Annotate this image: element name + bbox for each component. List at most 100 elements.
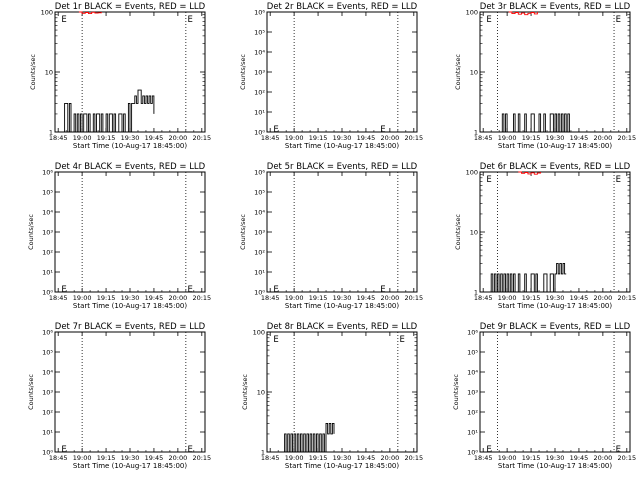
y-tick-label: 10¹ — [254, 269, 265, 277]
y-axis-label: Counts/sec — [454, 214, 462, 250]
x-tick-label: 18:45 — [261, 294, 280, 302]
y-tick-label: 1 — [49, 129, 53, 137]
y-tick-label: 10² — [42, 249, 53, 257]
x-tick-label: 18:45 — [49, 134, 68, 142]
x-axis-label: Start Time (10-Aug-17 18:45:00) — [498, 462, 612, 470]
x-tick-label: 19:15 — [309, 294, 328, 302]
y-tick-label: 10⁴ — [42, 369, 53, 377]
y-tick-label: 10⁶ — [42, 329, 53, 337]
x-tick-label: 19:45 — [357, 134, 376, 142]
event-marker-e: E — [616, 175, 621, 185]
y-tick-label: 10⁵ — [42, 189, 53, 197]
event-marker-e: E — [61, 445, 66, 455]
y-axis-label: Counts/sec — [29, 54, 37, 90]
x-tick-label: 19:00 — [285, 134, 304, 142]
y-tick-label: 100 — [253, 329, 265, 337]
y-axis-label: Counts/sec — [452, 374, 460, 410]
y-tick-label: 10⁰ — [254, 289, 265, 297]
x-tick-label: 19:00 — [73, 454, 92, 462]
chart-title: Det 9r BLACK = Events, RED = LLD — [480, 322, 631, 332]
x-tick-label: 18:45 — [261, 134, 280, 142]
x-tick-label: 19:00 — [498, 134, 517, 142]
x-tick-label: 19:00 — [73, 134, 92, 142]
y-tick-label: 10⁶ — [254, 169, 265, 177]
y-tick-label: 10⁴ — [467, 369, 478, 377]
y-axis-label: Counts/sec — [241, 374, 249, 410]
event-marker-e: E — [486, 445, 491, 455]
chart-title: Det 6r BLACK = Events, RED = LLD — [480, 162, 631, 172]
x-axis-label: Start Time (10-Aug-17 18:45:00) — [285, 302, 399, 310]
x-axis-label: Start Time (10-Aug-17 18:45:00) — [73, 302, 187, 310]
y-axis-label: Counts/sec — [27, 214, 35, 250]
event-marker-e: E — [616, 445, 621, 455]
event-marker-e: E — [187, 285, 192, 295]
y-tick-label: 1 — [261, 449, 265, 457]
x-tick-label: 20:15 — [192, 294, 211, 302]
y-tick-label: 10³ — [254, 229, 265, 237]
x-tick-label: 20:15 — [192, 134, 211, 142]
x-tick-label: 19:30 — [546, 134, 565, 142]
y-tick-label: 10⁰ — [42, 449, 53, 457]
x-tick-label: 19:30 — [121, 454, 140, 462]
x-tick-label: 19:30 — [546, 454, 565, 462]
x-axis-label: Start Time (10-Aug-17 18:45:00) — [498, 302, 612, 310]
plot-frame — [266, 171, 418, 293]
y-tick-label: 1 — [474, 289, 478, 297]
x-tick-label: 18:45 — [49, 294, 68, 302]
event-marker-e: E — [61, 285, 66, 295]
event-marker-e: E — [187, 445, 192, 455]
y-tick-label: 10⁰ — [42, 289, 53, 297]
y-tick-label: 100 — [466, 9, 478, 17]
x-tick-label: 20:00 — [381, 454, 400, 462]
event-marker-e: E — [486, 15, 491, 25]
plot-frame — [54, 331, 206, 453]
x-tick-label: 20:00 — [169, 134, 188, 142]
x-tick-label: 19:15 — [522, 134, 541, 142]
series-lld-line — [508, 11, 538, 16]
x-tick-label: 19:00 — [498, 294, 517, 302]
x-tick-label: 19:00 — [73, 294, 92, 302]
x-tick-label: 19:15 — [522, 294, 541, 302]
series-events-line — [499, 113, 571, 133]
x-tick-label: 19:45 — [145, 134, 164, 142]
x-tick-label: 20:00 — [594, 134, 613, 142]
y-axis-label: Counts/sec — [454, 54, 462, 90]
x-tick-label: 19:15 — [522, 454, 541, 462]
x-tick-label: 20:00 — [594, 294, 613, 302]
y-axis-label: Counts/sec — [239, 214, 247, 250]
x-tick-label: 19:00 — [498, 454, 517, 462]
y-tick-label: 10² — [254, 89, 265, 97]
x-tick-label: 19:30 — [333, 134, 352, 142]
x-tick-label: 19:00 — [285, 454, 304, 462]
x-tick-label: 19:30 — [121, 134, 140, 142]
y-tick-label: 10³ — [467, 389, 478, 397]
y-tick-label: 10⁵ — [42, 349, 53, 357]
y-tick-label: 10² — [467, 409, 478, 417]
series-events-line — [61, 89, 155, 133]
x-tick-label: 20:00 — [594, 454, 613, 462]
x-tick-label: 18:45 — [474, 134, 493, 142]
x-tick-label: 18:45 — [474, 454, 493, 462]
y-tick-label: 1 — [474, 129, 478, 137]
y-tick-label: 10⁴ — [254, 209, 265, 217]
plot-frame — [479, 331, 631, 453]
x-tick-label: 20:00 — [169, 294, 188, 302]
x-tick-label: 19:15 — [309, 454, 328, 462]
chart-panel-6: Det 6r BLACK = Events, RED = LLD 18:45 19:… — [454, 162, 636, 310]
chart-title: Det 5r BLACK = Events, RED = LLD — [267, 162, 418, 172]
x-tick-label: 19:15 — [97, 454, 116, 462]
x-tick-label: 19:30 — [546, 294, 565, 302]
x-tick-label: 19:15 — [97, 294, 116, 302]
x-tick-label: 19:30 — [333, 454, 352, 462]
y-tick-label: 10⁶ — [467, 329, 478, 337]
x-tick-label: 20:15 — [617, 294, 636, 302]
x-tick-label: 19:45 — [145, 294, 164, 302]
chart-panel-2: Det 2r BLACK = Events, RED = LLD 18:45 19:… — [239, 2, 423, 150]
event-marker-e: E — [187, 15, 192, 25]
x-axis-label: Start Time (10-Aug-17 18:45:00) — [285, 462, 399, 470]
chart-panel-1: Det 1r BLACK = Events, RED = LLD 18:45 19:… — [29, 2, 211, 150]
chart-panel-7: Det 7r BLACK = Events, RED = LLD 18:45 19:… — [27, 322, 211, 470]
y-tick-label: 10⁰ — [254, 129, 265, 137]
y-tick-label: 10¹ — [467, 429, 478, 437]
